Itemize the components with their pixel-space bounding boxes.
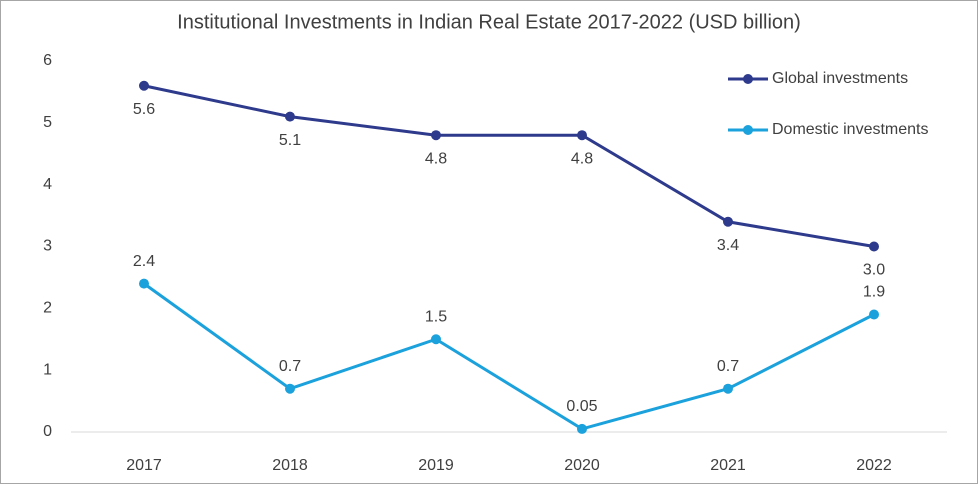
data-point: [577, 130, 587, 141]
x-tick-label: 2018: [272, 457, 308, 474]
data-point: [285, 111, 295, 122]
legend-marker: [743, 74, 753, 84]
y-tick-label: 1: [43, 361, 52, 378]
x-tick-label: 2022: [856, 457, 892, 474]
y-tick-label: 3: [43, 238, 52, 255]
data-label: 0.7: [717, 358, 739, 375]
data-point: [285, 383, 295, 394]
series-line: [143, 282, 875, 431]
data-point: [431, 130, 441, 141]
legend-marker: [743, 125, 753, 135]
data-label: 1.5: [425, 308, 447, 325]
x-tick-label: 2021: [710, 457, 746, 474]
y-tick-label: 0: [43, 423, 52, 440]
data-label: 3.4: [717, 237, 739, 254]
data-point: [869, 309, 879, 320]
legend-label: Domestic investments: [772, 121, 929, 138]
data-label: 2.4: [133, 253, 155, 270]
data-label: 0.05: [566, 398, 597, 415]
data-point: [139, 278, 149, 289]
data-point: [577, 423, 587, 434]
data-label: 4.8: [571, 150, 593, 167]
data-point: [139, 80, 149, 91]
x-tick-label: 2019: [418, 457, 454, 474]
data-point: [723, 383, 733, 394]
data-point: [723, 216, 733, 227]
data-label: 1.9: [863, 284, 885, 301]
y-tick-label: 4: [43, 176, 52, 193]
data-label: 5.6: [133, 101, 155, 118]
series-line: [143, 84, 875, 248]
data-point: [431, 334, 441, 345]
legend-label: Global investments: [772, 70, 908, 87]
data-label: 3.0: [863, 262, 885, 279]
data-point: [869, 241, 879, 252]
x-tick-label: 2020: [564, 457, 600, 474]
y-tick-label: 5: [43, 114, 52, 131]
data-label: 4.8: [425, 150, 447, 167]
data-label: 5.1: [279, 132, 301, 149]
y-tick-label: 2: [43, 300, 52, 317]
x-tick-label: 2017: [126, 457, 162, 474]
chart-title: Institutional Investments in Indian Real…: [177, 11, 801, 33]
y-tick-label: 6: [43, 52, 52, 69]
data-label: 0.7: [279, 358, 301, 375]
